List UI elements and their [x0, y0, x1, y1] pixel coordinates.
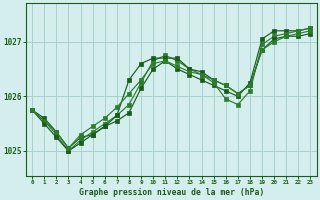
X-axis label: Graphe pression niveau de la mer (hPa): Graphe pression niveau de la mer (hPa)	[79, 188, 264, 197]
